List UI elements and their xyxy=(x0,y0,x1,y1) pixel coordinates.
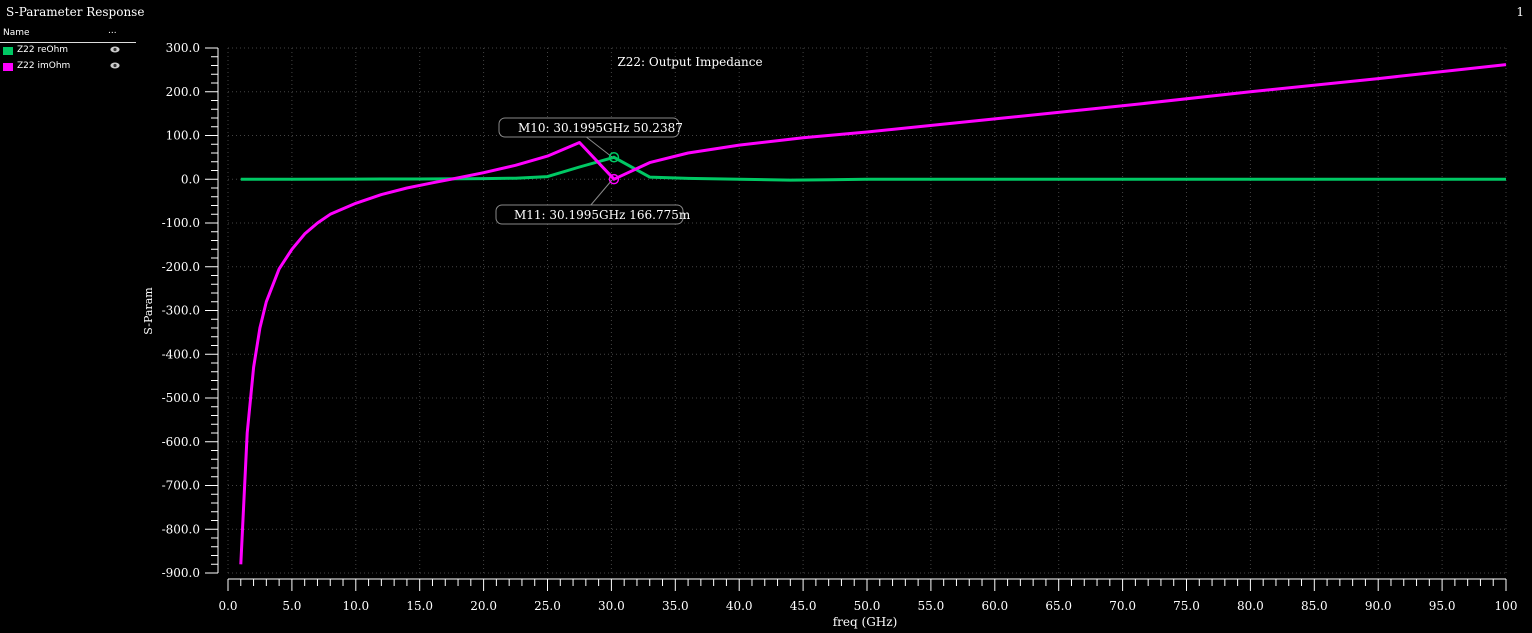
markers[interactable]: M10: 30.1995GHz 50.2387 M11: 30.1995GHz … xyxy=(495,117,691,225)
grid xyxy=(227,47,1507,574)
x-axis-label: freq (GHz) xyxy=(833,615,898,629)
x-tick-label: 65.0 xyxy=(1045,599,1072,613)
x-tick-label: 90.0 xyxy=(1365,599,1392,613)
y-tick-label: 200.0 xyxy=(166,85,200,99)
series-lines xyxy=(239,63,1507,565)
eye-icon[interactable] xyxy=(110,62,120,69)
y-tick-label: -200.0 xyxy=(162,260,200,274)
marker-leader xyxy=(589,179,613,207)
x-tick-label: 55.0 xyxy=(918,599,945,613)
x-tick-label: 25.0 xyxy=(534,599,561,613)
x-tick-label: 30.0 xyxy=(598,599,625,613)
x-tick-label: 15.0 xyxy=(406,599,433,613)
legend-item-z22-im[interactable]: Z22 imOhm xyxy=(0,59,136,75)
y-axis-label: S-Param xyxy=(142,287,155,335)
series-line-z22-imohm[interactable] xyxy=(239,63,1507,565)
legend-label: Z22 reOhm xyxy=(17,45,69,55)
x-tick-label: 50.0 xyxy=(854,599,881,613)
y-tick-label: 300.0 xyxy=(166,41,200,55)
marker-label-m10: M10: 30.1995GHz 50.2387 xyxy=(518,121,683,135)
y-tick-label: -700.0 xyxy=(162,479,200,493)
series-line-z22-reohm[interactable] xyxy=(240,155,1506,182)
y-tick-label: 0.0 xyxy=(181,172,200,186)
axes xyxy=(217,48,1506,580)
eye-icon[interactable] xyxy=(110,46,120,53)
legend-header-name: Name xyxy=(3,28,30,38)
x-tick-label: 45.0 xyxy=(790,599,817,613)
x-tick-label: 85.0 xyxy=(1301,599,1328,613)
x-tick-label: 40.0 xyxy=(726,599,753,613)
y-tick-label: -900.0 xyxy=(162,566,200,580)
x-tick-label: 80.0 xyxy=(1237,599,1264,613)
marker-box-m11[interactable] xyxy=(495,204,684,225)
y-tick-label: -600.0 xyxy=(162,435,200,449)
legend-item-z22-re[interactable]: Z22 reOhm xyxy=(0,43,136,59)
y-tick-label: -400.0 xyxy=(162,347,200,361)
x-tick-label: 5.0 xyxy=(282,599,301,613)
ticks: 0.0 5.0 10.0 15.0 20.0 25.0 30.0 35.0 40.0 45.0 50… xyxy=(162,41,1518,613)
y-tick-label: -300.0 xyxy=(162,304,200,318)
legend-panel: Name ... Z22 reOhm Z22 imOhm xyxy=(0,26,136,75)
legend-header: Name ... xyxy=(0,26,136,43)
marker-leader xyxy=(584,135,613,158)
window-number: 1 xyxy=(1516,5,1524,19)
x-tick-label: 20.0 xyxy=(470,599,497,613)
marker-label-m11: M11: 30.1995GHz 166.775m xyxy=(514,208,691,222)
legend-label: Z22 imOhm xyxy=(17,61,71,71)
marker-point-center xyxy=(612,177,616,181)
marker-box-m10[interactable] xyxy=(498,117,680,138)
y-tick-label: -100.0 xyxy=(162,216,200,230)
legend-swatch xyxy=(3,47,13,55)
x-tick-label: 10.0 xyxy=(342,599,369,613)
x-tick-label: 100 xyxy=(1495,599,1518,613)
y-tick-label: -800.0 xyxy=(162,522,200,536)
x-tick-label: 75.0 xyxy=(1173,599,1200,613)
legend-header-more[interactable]: ... xyxy=(108,26,117,36)
y-tick-label: -500.0 xyxy=(162,391,200,405)
chart-title: Z22: Output Impedance xyxy=(617,55,762,69)
x-tick-label: 70.0 xyxy=(1109,599,1136,613)
x-tick-label: 35.0 xyxy=(662,599,689,613)
legend-swatch xyxy=(3,63,13,71)
x-tick-label: 0.0 xyxy=(218,599,237,613)
x-tick-label: 60.0 xyxy=(981,599,1008,613)
window-title: S-Parameter Response xyxy=(6,5,145,19)
marker-point[interactable] xyxy=(608,173,620,185)
marker-point-center xyxy=(612,155,616,159)
y-tick-label: 100.0 xyxy=(166,129,200,143)
x-tick-label: 95.0 xyxy=(1429,599,1456,613)
marker-point[interactable] xyxy=(608,152,620,163)
